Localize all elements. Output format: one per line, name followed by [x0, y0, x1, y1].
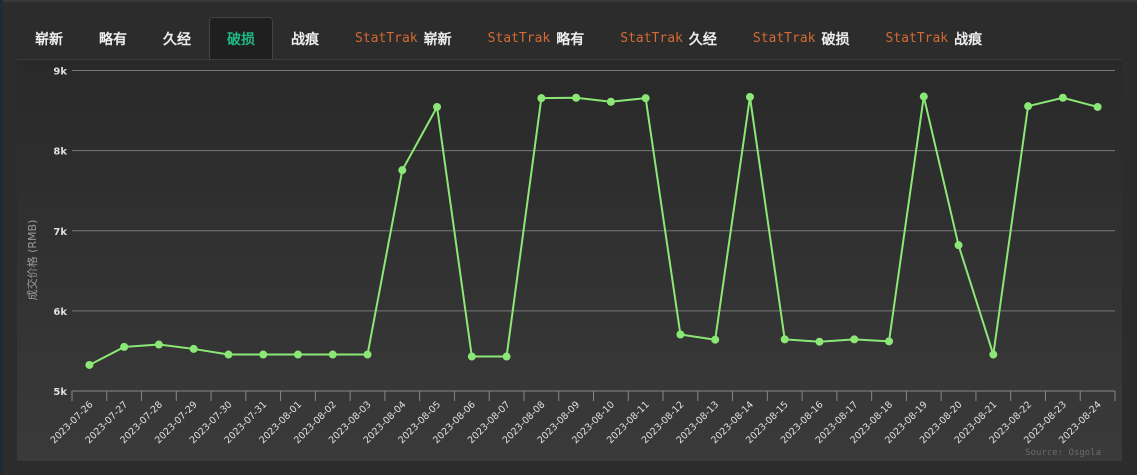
data-point[interactable] [676, 330, 685, 339]
y-axis-ticks: 5k 6k 7k 8k 9k [53, 67, 67, 399]
y-tick-label: 5k [53, 387, 67, 398]
tab-1[interactable]: 略有 [81, 17, 145, 59]
tab-label: 破损 [227, 31, 255, 48]
data-point[interactable] [1058, 93, 1067, 102]
data-point[interactable] [85, 360, 94, 369]
tab-label: 战痕 [291, 31, 319, 48]
data-point[interactable] [363, 350, 372, 359]
x-axis: 2023-07-262023-07-272023-07-282023-07-29… [49, 390, 1116, 446]
data-point[interactable] [224, 350, 233, 359]
y-tick-label: 7k [53, 227, 67, 238]
window-edge [0, 0, 3, 475]
data-point[interactable] [537, 94, 546, 103]
y-tick-label: 9k [53, 67, 67, 78]
data-point[interactable] [850, 335, 859, 344]
stattrak-prefix: StatTrak [487, 31, 551, 46]
tab-label: 久经 [163, 31, 191, 48]
tab-label: 战痕 [954, 31, 983, 48]
source-credit[interactable]: Source: Osgola [1025, 448, 1101, 458]
tab-label: 破损 [821, 31, 850, 48]
y-gridlines [72, 70, 1115, 392]
data-point[interactable] [502, 352, 511, 361]
data-point[interactable] [885, 337, 894, 346]
tab-label: 崭新 [423, 31, 452, 48]
data-point[interactable] [328, 350, 337, 359]
data-point[interactable] [398, 166, 407, 175]
data-point[interactable] [433, 102, 442, 111]
data-point[interactable] [780, 335, 789, 344]
y-tick-label: 6k [53, 307, 67, 318]
data-point[interactable] [189, 344, 198, 353]
stattrak-prefix: StatTrak [752, 31, 816, 46]
data-point[interactable] [293, 350, 302, 359]
tab-label: 久经 [688, 31, 717, 48]
tab-stattrak-9[interactable]: StatTrak 战痕 [868, 17, 1001, 59]
data-point[interactable] [120, 342, 129, 351]
data-point[interactable] [1093, 102, 1102, 111]
series-line [85, 92, 1102, 369]
data-point[interactable] [606, 97, 615, 106]
tab-label: 略有 [99, 31, 127, 48]
data-point[interactable] [815, 337, 824, 346]
y-tick-label: 8k [53, 147, 67, 158]
data-point[interactable] [711, 335, 720, 344]
y-axis-label: 成交价格 (RMB) [25, 220, 39, 301]
tab-stattrak-5[interactable]: StatTrak 崭新 [337, 17, 470, 59]
tab-stattrak-6[interactable]: StatTrak 略有 [470, 17, 603, 59]
data-point[interactable] [745, 92, 754, 101]
stattrak-prefix: StatTrak [885, 31, 949, 46]
data-point[interactable] [989, 350, 998, 359]
data-point[interactable] [919, 92, 928, 101]
tab-label: 崭新 [35, 31, 63, 48]
tab-label: 略有 [556, 31, 585, 48]
data-point[interactable] [154, 340, 163, 349]
chart-panel: 5k 6k 7k 8k 9k 成交价格 (RMB) 2023-07-26 2023-07-… [17, 59, 1122, 461]
data-point[interactable] [259, 350, 268, 359]
data-point[interactable] [467, 352, 476, 361]
tab-2[interactable]: 久经 [145, 17, 209, 59]
stattrak-prefix: StatTrak [620, 31, 683, 46]
data-point[interactable] [572, 93, 581, 102]
tab-stattrak-7[interactable]: StatTrak 久经 [602, 17, 735, 59]
wear-tabs: 崭新 略有 久经 破损 战痕 StatTrak 崭新 StatTrak 略有 StatTrak 久经… [17, 17, 1000, 59]
tab-stattrak-8[interactable]: StatTrak 破损 [735, 17, 868, 59]
stattrak-prefix: StatTrak [355, 31, 418, 46]
tab-4[interactable]: 战痕 [273, 17, 337, 59]
price-line-chart: 5k 6k 7k 8k 9k 成交价格 (RMB) 2023-07-262023-07-… [25, 67, 1116, 458]
tab-0[interactable]: 崭新 [17, 17, 81, 59]
data-point[interactable] [641, 94, 650, 103]
tab-3[interactable]: 破损 [209, 17, 273, 59]
data-point[interactable] [1024, 102, 1033, 111]
series-path [88, 96, 1098, 366]
data-point[interactable] [954, 241, 963, 250]
